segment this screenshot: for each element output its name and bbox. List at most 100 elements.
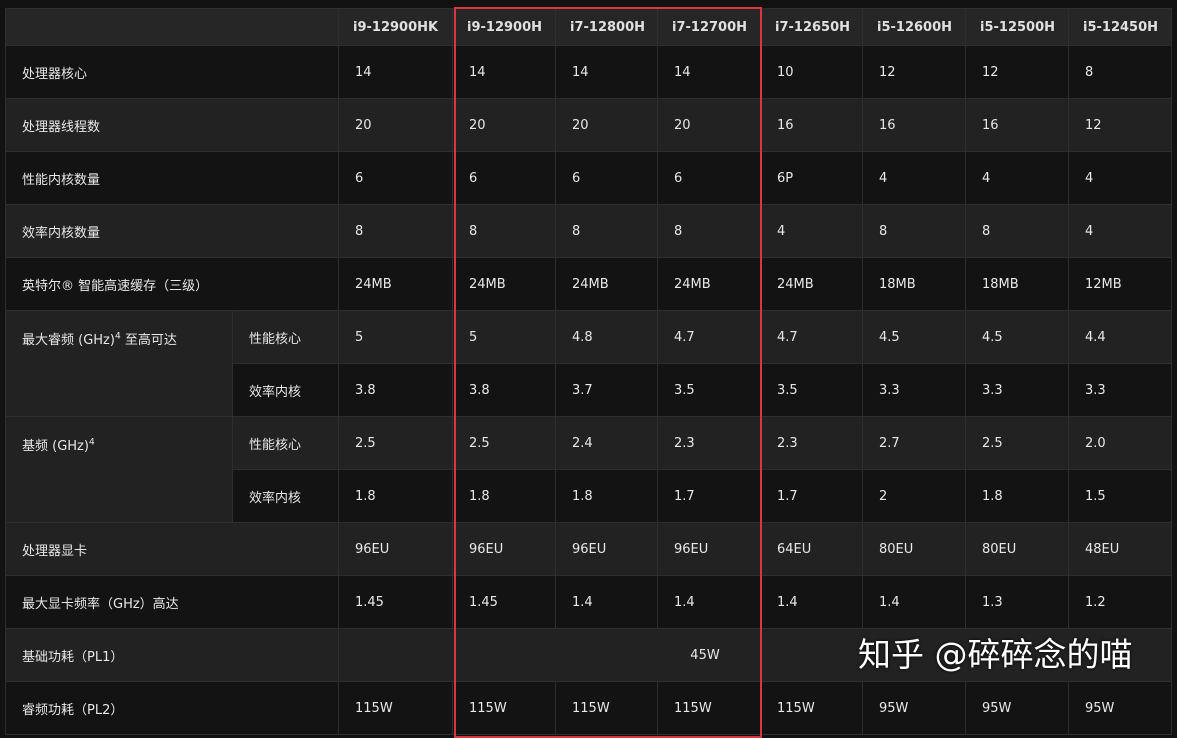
row-label: 最大显卡频率（GHz）高达 bbox=[5, 575, 339, 629]
value-cell: 12MB bbox=[1068, 257, 1172, 311]
header-row: i9-12900HK i9-12900H i7-12800H i7-12700H… bbox=[5, 8, 1172, 46]
footnote-mark: 4 bbox=[88, 437, 95, 448]
value-cell: 3.3 bbox=[965, 363, 1069, 417]
value-cell: 96EU bbox=[452, 522, 556, 576]
sub-label: 效率内核 bbox=[232, 469, 339, 523]
value-cell: 1.7 bbox=[760, 469, 863, 523]
value-cell: 20 bbox=[555, 98, 658, 152]
value-cell: 2.4 bbox=[555, 416, 658, 470]
value-cell: 2.7 bbox=[862, 416, 966, 470]
value-cell: 8 bbox=[657, 204, 761, 258]
col-header: i9-12900HK bbox=[338, 8, 453, 46]
row-ecores: 效率内核数量 8 8 8 8 4 8 8 4 bbox=[5, 204, 1172, 258]
value-cell: 14 bbox=[338, 45, 453, 99]
value-cell: 12 bbox=[1068, 98, 1172, 152]
value-cell: 12 bbox=[965, 45, 1069, 99]
value-cell: 2.3 bbox=[657, 416, 761, 470]
value-cell: 8 bbox=[862, 204, 966, 258]
value-cell: 16 bbox=[760, 98, 863, 152]
col-header: i5-12600H bbox=[862, 8, 966, 46]
col-header: i5-12500H bbox=[965, 8, 1069, 46]
col-header: i7-12700H bbox=[657, 8, 761, 46]
value-cell: 8 bbox=[965, 204, 1069, 258]
value-cell: 115W bbox=[555, 681, 658, 735]
sub-label: 性能核心 bbox=[232, 310, 339, 364]
value-cell: 24MB bbox=[760, 257, 863, 311]
row-label: 处理器线程数 bbox=[5, 98, 339, 152]
value-cell: 14 bbox=[452, 45, 556, 99]
value-cell: 3.5 bbox=[657, 363, 761, 417]
value-cell: 20 bbox=[338, 98, 453, 152]
value-cell: 8 bbox=[555, 204, 658, 258]
row-label: 效率内核数量 bbox=[5, 204, 339, 258]
value-cell: 4.5 bbox=[965, 310, 1069, 364]
value-cell: 2.5 bbox=[452, 416, 556, 470]
col-header: i7-12800H bbox=[555, 8, 658, 46]
sub-label: 效率内核 bbox=[232, 363, 339, 417]
row-cores: 处理器核心 14 14 14 14 10 12 12 8 bbox=[5, 45, 1172, 99]
row-pl2: 睿频功耗（PL2） 115W 115W 115W 115W 115W 95W 95W 95W bbox=[5, 681, 1172, 735]
value-cell: 1.4 bbox=[862, 575, 966, 629]
value-cell: 95W bbox=[862, 681, 966, 735]
value-cell: 16 bbox=[862, 98, 966, 152]
value-cell: 1.45 bbox=[452, 575, 556, 629]
row-gpu: 处理器显卡 96EU 96EU 96EU 96EU 64EU 80EU 80EU 48EU bbox=[5, 522, 1172, 576]
value-cell: 1.5 bbox=[1068, 469, 1172, 523]
value-cell: 115W bbox=[452, 681, 556, 735]
value-cell: 6 bbox=[452, 151, 556, 205]
value-cell: 2.3 bbox=[760, 416, 863, 470]
watermark: 知乎 @碎碎念的喵 bbox=[858, 635, 1133, 674]
value-cell: 4 bbox=[1068, 204, 1172, 258]
sub-label: 性能核心 bbox=[232, 416, 339, 470]
value-cell: 3.8 bbox=[452, 363, 556, 417]
value-cell: 4 bbox=[965, 151, 1069, 205]
value-cell: 14 bbox=[657, 45, 761, 99]
value-cell: 6 bbox=[555, 151, 658, 205]
value-cell: 3.7 bbox=[555, 363, 658, 417]
value-cell: 3.5 bbox=[760, 363, 863, 417]
value-cell: 96EU bbox=[555, 522, 658, 576]
value-cell: 10 bbox=[760, 45, 863, 99]
value-cell: 64EU bbox=[760, 522, 863, 576]
value-cell: 12 bbox=[862, 45, 966, 99]
footnote-mark: 4 bbox=[114, 331, 121, 342]
row-label: 睿频功耗（PL2） bbox=[5, 681, 339, 735]
cpu-spec-table: i9-12900HK i9-12900H i7-12800H i7-12700H… bbox=[5, 8, 1172, 735]
value-cell: 24MB bbox=[452, 257, 556, 311]
value-cell: 24MB bbox=[338, 257, 453, 311]
value-cell: 3.8 bbox=[338, 363, 453, 417]
value-cell: 3.3 bbox=[1068, 363, 1172, 417]
value-cell: 3.3 bbox=[862, 363, 966, 417]
value-cell: 8 bbox=[452, 204, 556, 258]
value-cell: 20 bbox=[657, 98, 761, 152]
value-cell: 24MB bbox=[555, 257, 658, 311]
value-cell: 18MB bbox=[862, 257, 966, 311]
value-cell: 16 bbox=[965, 98, 1069, 152]
row-label: 处理器显卡 bbox=[5, 522, 339, 576]
value-cell: 4 bbox=[760, 204, 863, 258]
value-cell: 2.5 bbox=[965, 416, 1069, 470]
value-cell: 20 bbox=[452, 98, 556, 152]
value-cell: 1.8 bbox=[452, 469, 556, 523]
header-blank bbox=[5, 8, 339, 46]
value-cell: 1.8 bbox=[965, 469, 1069, 523]
row-label: 处理器核心 bbox=[5, 45, 339, 99]
row-turbo-e: 效率内核 3.8 3.8 3.7 3.5 3.5 3.3 3.3 3.3 bbox=[6, 363, 1172, 417]
row-turbo-p: 最大睿频 (GHz)4 至高可达 性能核心 5 5 4.8 4.7 4.7 4.5 4.5 4.4 bbox=[5, 310, 1172, 417]
row-base-p: 基频 (GHz)4 性能核心 2.5 2.5 2.4 2.3 2.3 2.7 2.5 2.0 bbox=[5, 416, 1172, 523]
value-cell: 2.5 bbox=[338, 416, 453, 470]
value-cell: 6P bbox=[760, 151, 863, 205]
value-cell: 2.0 bbox=[1068, 416, 1172, 470]
value-cell: 4.7 bbox=[657, 310, 761, 364]
value-cell: 96EU bbox=[657, 522, 761, 576]
value-cell: 1.4 bbox=[760, 575, 863, 629]
value-cell: 5 bbox=[452, 310, 556, 364]
row-pcores: 性能内核数量 6 6 6 6 6P 4 4 4 bbox=[5, 151, 1172, 205]
row-base-e: 效率内核 1.8 1.8 1.8 1.7 1.7 2 1.8 1.5 bbox=[6, 469, 1172, 523]
value-cell: 4 bbox=[1068, 151, 1172, 205]
row-cache: 英特尔® 智能高速缓存（三级） 24MB 24MB 24MB 24MB 24MB 18MB 1… bbox=[5, 257, 1172, 311]
value-cell: 1.45 bbox=[338, 575, 453, 629]
value-cell: 6 bbox=[657, 151, 761, 205]
row-label: 英特尔® 智能高速缓存（三级） bbox=[5, 257, 339, 311]
value-cell: 1.4 bbox=[657, 575, 761, 629]
